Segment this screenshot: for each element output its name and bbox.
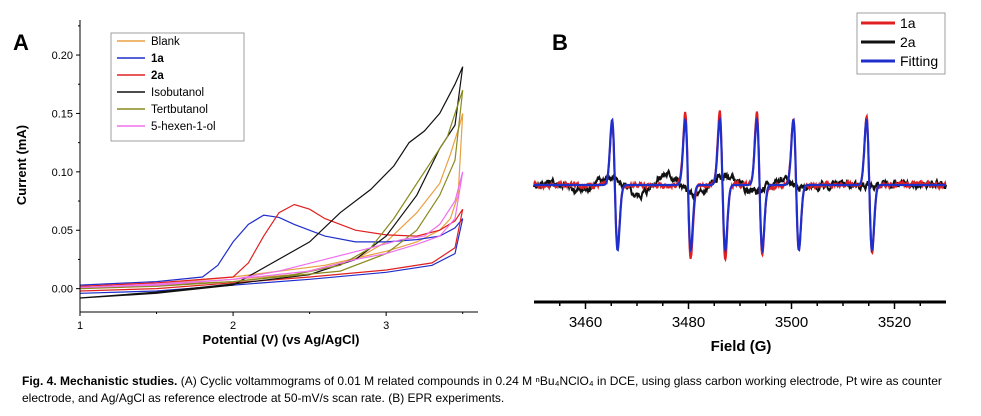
epr-legend-label: Fitting xyxy=(900,53,938,69)
cv-y-axis-label: Current (mA) xyxy=(14,125,29,205)
cv-legend-label: Blank xyxy=(151,36,180,48)
cv-chart: 1 2 3 0.00 0.05 0.10 0.15 0.20 Potential (V) (v… xyxy=(14,20,478,347)
epr-chart: 3460 3480 3500 3520 Field (G) 1a 2a Fitting xyxy=(533,12,947,355)
cv-legend-label: Isobutanol xyxy=(151,87,204,99)
cv-x-axis-label: Potential (V) (vs Ag/AgCl) xyxy=(203,332,360,347)
cv-series-2a xyxy=(79,203,464,292)
epr-x-tick-label: 3500 xyxy=(775,314,808,331)
caption-text: (A) Cyclic voltammograms of 0.01 M relat… xyxy=(22,374,942,405)
panel-label-a: A xyxy=(13,30,29,55)
cv-y-tick-label: 0.00 xyxy=(52,284,73,296)
cv-series-1a xyxy=(79,214,464,294)
epr-x-axis-label: Field (G) xyxy=(711,338,772,355)
cv-legend-label: 2a xyxy=(151,70,164,82)
epr-x-tick-label: 3520 xyxy=(878,314,911,331)
epr-legend-label: 1a xyxy=(900,15,916,31)
cv-legend-frame xyxy=(110,32,245,142)
cv-legend-label: Tertbutanol xyxy=(151,104,208,116)
caption-label: Fig. 4. Mechanistic studies. xyxy=(22,374,178,388)
cv-y-tick-label: 0.10 xyxy=(52,167,73,179)
figure-caption: Fig. 4. Mechanistic studies. (A) Cyclic … xyxy=(22,373,967,407)
cv-x-tick-label: 3 xyxy=(383,320,389,332)
cv-legend: Blank 1a 2a Isobutanol Tertbutanol 5-hexen-1-… xyxy=(110,32,245,142)
epr-legend: 1a 2a Fitting xyxy=(856,12,946,75)
cv-y-tick-label: 0.05 xyxy=(52,225,73,237)
cv-legend-label: 1a xyxy=(151,53,164,65)
epr-series-2a xyxy=(533,168,947,203)
cv-y-tick-label: 0.15 xyxy=(52,108,73,120)
cv-series-isobutanol xyxy=(79,66,464,299)
epr-series-fitting xyxy=(534,116,946,254)
panel-label-b: B xyxy=(552,30,568,55)
cv-x-tick-label: 2 xyxy=(230,320,236,332)
epr-legend-label: 2a xyxy=(900,34,916,50)
cv-legend-label: 5-hexen-1-ol xyxy=(151,121,216,133)
epr-x-tick-label: 3460 xyxy=(569,314,602,331)
epr-x-tick-label: 3480 xyxy=(672,314,705,331)
cv-series-5-hexen-1-ol xyxy=(79,171,464,289)
cv-x-tick-label: 1 xyxy=(77,320,83,332)
cv-y-tick-label: 0.20 xyxy=(52,50,73,62)
